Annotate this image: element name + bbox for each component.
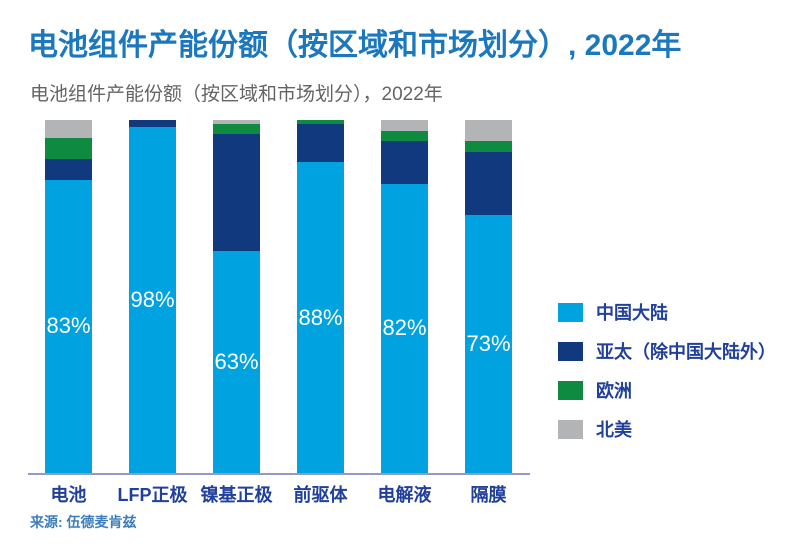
x-label-5: 电解液 — [378, 481, 432, 507]
bar-segment-europe — [297, 120, 344, 124]
bar-value-label: 83% — [46, 313, 91, 339]
bar-segment-europe — [45, 137, 92, 159]
bar-segment-china-mainland: 88% — [297, 162, 344, 473]
bar-segment-china-mainland: 98% — [129, 127, 176, 473]
bar-value-label: 63% — [214, 348, 259, 374]
bar-segment-north-america — [381, 120, 428, 131]
bar-segment-north-america — [213, 120, 260, 124]
bar-value-label: 88% — [298, 304, 343, 330]
bar-segment-apac-ex-china — [465, 151, 512, 216]
bar-segment-apac-ex-china — [213, 134, 260, 251]
x-label-text: 电池 — [50, 485, 87, 505]
x-label-text: LFP正极 — [117, 485, 188, 505]
x-label-4: 前驱体 — [294, 481, 348, 507]
bar-segment-north-america — [465, 120, 512, 142]
bar-segment-europe — [213, 123, 260, 135]
bar-segment-apac-ex-china — [45, 158, 92, 180]
bar-value-label: 98% — [130, 287, 175, 313]
stacked-bar-3: 63% — [213, 120, 260, 473]
legend-swatch-europe — [558, 380, 583, 400]
x-axis-labels: 电池 LFP正极 镍基正极 前驱体 电解液 隔膜 — [28, 481, 547, 507]
bar-value-label: 82% — [382, 315, 427, 341]
stacked-bar-4: 88% — [297, 120, 344, 473]
bar-segment-apac-ex-china — [129, 120, 176, 128]
legend-swatch-north-america — [558, 419, 583, 439]
bar-segment-europe — [465, 141, 512, 152]
legend-item-apac-ex-china: 亚太（除中国大陆外） — [558, 341, 776, 362]
bar-segment-china-mainland: 82% — [381, 183, 428, 473]
legend: 中国大陆亚太（除中国大陆外） 欧洲北美 — [558, 302, 776, 440]
bar-segment-north-america — [45, 120, 92, 138]
bar-value-label: 73% — [466, 331, 511, 357]
legend-item-europe: 欧洲 — [558, 380, 776, 401]
x-label-text: 前驱体 — [293, 485, 348, 505]
x-label-3: 镍基正极 — [201, 481, 273, 507]
stacked-bar-1: 83% — [45, 120, 92, 473]
legend-label-china-mainland: 中国大陆 — [596, 303, 668, 323]
legend-label-europe: 欧洲 — [596, 381, 632, 401]
bar-segment-apac-ex-china — [381, 141, 428, 184]
bar-segment-europe — [381, 130, 428, 142]
x-label-text: 电解液 — [377, 485, 432, 505]
legend-item-china-mainland: 中国大陆 — [558, 302, 776, 323]
stacked-bar-6: 73% — [465, 120, 512, 473]
stacked-bar-5: 82% — [381, 120, 428, 473]
x-label-1: 电池 — [45, 481, 92, 507]
x-label-text: 隔膜 — [470, 485, 507, 505]
bar-segment-china-mainland: 63% — [213, 250, 260, 473]
legend-swatch-apac-ex-china — [558, 341, 583, 361]
source-note: 来源: 伍德麦肯兹 — [30, 514, 137, 530]
legend-label-apac-ex-china: 亚太（除中国大陆外） — [596, 342, 776, 362]
plot-area: 83% 98% 63% 88% 82% 73% — [28, 120, 530, 475]
legend-item-north-america: 北美 — [558, 419, 776, 440]
bar-segment-china-mainland: 73% — [465, 215, 512, 473]
chart-subtitle: 电池组件产能份额（按区域和市场划分），2022年 — [30, 84, 443, 105]
bar-segment-apac-ex-china — [297, 123, 344, 163]
x-label-text: 镍基正极 — [200, 485, 273, 505]
legend-swatch-china-mainland — [558, 302, 583, 322]
bar-segment-china-mainland: 83% — [45, 179, 92, 473]
x-label-6: 隔膜 — [465, 481, 512, 507]
bars-container: 83% 98% 63% 88% 82% 73% — [28, 120, 530, 473]
legend-label-north-america: 北美 — [596, 420, 632, 440]
x-label-2: LFP正极 — [118, 481, 188, 507]
stacked-bar-2: 98% — [129, 120, 176, 473]
page-title: 电池组件产能份额（按区域和市场划分）, 2022年 — [28, 29, 682, 62]
